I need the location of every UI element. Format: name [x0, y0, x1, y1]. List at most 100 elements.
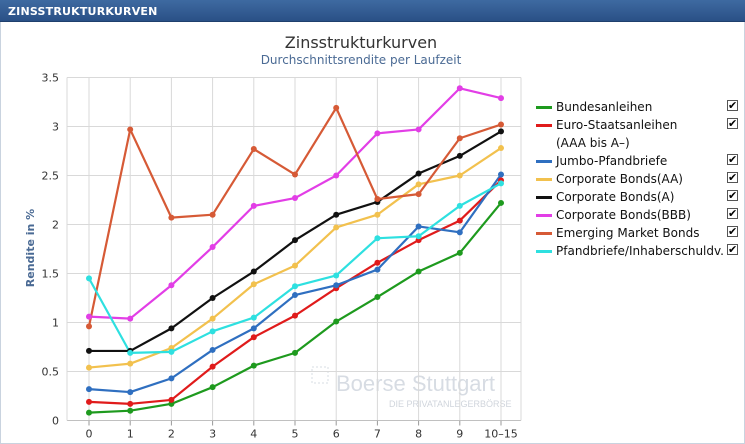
- legend-item[interactable]: Corporate Bonds(A): [536, 187, 745, 206]
- data-point[interactable]: [333, 211, 340, 218]
- data-point[interactable]: [209, 346, 216, 353]
- data-point[interactable]: [456, 217, 463, 224]
- data-point[interactable]: [209, 244, 216, 251]
- data-point[interactable]: [250, 362, 257, 369]
- data-point[interactable]: [498, 171, 504, 178]
- legend-checkbox[interactable]: [727, 97, 738, 115]
- data-point[interactable]: [333, 272, 340, 279]
- data-point[interactable]: [86, 347, 92, 354]
- data-point[interactable]: [374, 259, 381, 266]
- data-point[interactable]: [168, 282, 175, 289]
- data-point[interactable]: [127, 389, 134, 396]
- data-point[interactable]: [86, 409, 92, 416]
- data-point[interactable]: [127, 349, 134, 356]
- data-point[interactable]: [498, 180, 504, 187]
- data-point[interactable]: [168, 214, 175, 221]
- data-point[interactable]: [168, 325, 175, 332]
- data-point[interactable]: [209, 295, 216, 301]
- data-point[interactable]: [209, 315, 216, 322]
- data-point[interactable]: [209, 211, 216, 218]
- data-point[interactable]: [86, 386, 92, 393]
- data-point[interactable]: [415, 126, 422, 133]
- data-point[interactable]: [292, 312, 298, 319]
- data-point[interactable]: [456, 249, 463, 256]
- data-point[interactable]: [209, 384, 216, 391]
- data-point[interactable]: [415, 268, 422, 275]
- data-point[interactable]: [374, 294, 381, 301]
- data-point[interactable]: [456, 152, 463, 159]
- data-point[interactable]: [127, 407, 134, 414]
- data-point[interactable]: [209, 363, 216, 370]
- legend-checkbox[interactable]: [727, 151, 738, 169]
- data-point[interactable]: [292, 292, 298, 299]
- data-point[interactable]: [456, 202, 463, 209]
- data-point[interactable]: [415, 233, 422, 240]
- legend-checkbox[interactable]: [727, 115, 738, 133]
- data-point[interactable]: [498, 199, 504, 206]
- data-point[interactable]: [86, 275, 92, 282]
- legend-item[interactable]: Jumbo-Pfandbriefe: [536, 151, 745, 170]
- data-point[interactable]: [498, 145, 504, 152]
- data-point[interactable]: [498, 95, 504, 102]
- data-point[interactable]: [333, 172, 340, 179]
- legend-checkbox[interactable]: [727, 205, 738, 223]
- data-point[interactable]: [415, 181, 422, 188]
- data-point[interactable]: [415, 170, 422, 177]
- data-point[interactable]: [168, 396, 175, 403]
- data-point[interactable]: [374, 235, 381, 242]
- legend-checkbox[interactable]: [727, 187, 738, 205]
- grid: [66, 77, 522, 421]
- data-point[interactable]: [456, 172, 463, 179]
- data-point[interactable]: [498, 128, 504, 135]
- data-point[interactable]: [250, 202, 257, 209]
- data-point[interactable]: [86, 313, 92, 320]
- data-point[interactable]: [209, 328, 216, 335]
- data-point[interactable]: [292, 262, 298, 269]
- data-point[interactable]: [292, 283, 298, 290]
- data-point[interactable]: [86, 323, 92, 330]
- data-point[interactable]: [374, 196, 381, 203]
- data-point[interactable]: [456, 135, 463, 142]
- data-point[interactable]: [333, 224, 340, 231]
- data-point[interactable]: [456, 85, 463, 92]
- data-point[interactable]: [333, 104, 340, 111]
- data-point[interactable]: [168, 348, 175, 355]
- data-point[interactable]: [250, 334, 257, 341]
- data-point[interactable]: [250, 268, 257, 275]
- legend-checkbox[interactable]: [727, 169, 738, 187]
- y-tick-label: 0: [52, 415, 59, 428]
- data-point[interactable]: [292, 195, 298, 202]
- legend-item[interactable]: Euro-Staatsanleihen (AAA bis A–): [536, 115, 745, 152]
- data-point[interactable]: [333, 318, 340, 325]
- data-point[interactable]: [292, 171, 298, 178]
- data-point[interactable]: [374, 130, 381, 137]
- data-point[interactable]: [127, 126, 134, 133]
- data-point[interactable]: [333, 282, 340, 289]
- legend-item[interactable]: Bundesanleihen: [536, 97, 745, 116]
- data-point[interactable]: [374, 211, 381, 218]
- data-point[interactable]: [498, 121, 504, 128]
- legend-item[interactable]: Pfandbriefe/Inhaberschuldv.: [536, 241, 745, 260]
- data-point[interactable]: [374, 266, 381, 273]
- data-point[interactable]: [86, 398, 92, 405]
- legend-item[interactable]: Corporate Bonds(BBB): [536, 205, 745, 224]
- data-point[interactable]: [250, 146, 257, 153]
- data-point[interactable]: [415, 191, 422, 198]
- legend-swatch: [536, 232, 552, 235]
- data-point[interactable]: [456, 229, 463, 236]
- data-point[interactable]: [250, 325, 257, 332]
- data-point[interactable]: [127, 400, 134, 407]
- legend-item[interactable]: Corporate Bonds(AA): [536, 169, 745, 188]
- data-point[interactable]: [168, 375, 175, 382]
- data-point[interactable]: [250, 314, 257, 321]
- data-point[interactable]: [127, 360, 134, 367]
- data-point[interactable]: [292, 349, 298, 356]
- legend-checkbox[interactable]: [727, 241, 738, 259]
- data-point[interactable]: [415, 223, 422, 230]
- data-point[interactable]: [292, 237, 298, 244]
- data-point[interactable]: [86, 364, 92, 371]
- data-point[interactable]: [250, 281, 257, 288]
- legend-item[interactable]: Emerging Market Bonds: [536, 223, 745, 242]
- legend-checkbox[interactable]: [727, 223, 738, 241]
- data-point[interactable]: [127, 315, 134, 322]
